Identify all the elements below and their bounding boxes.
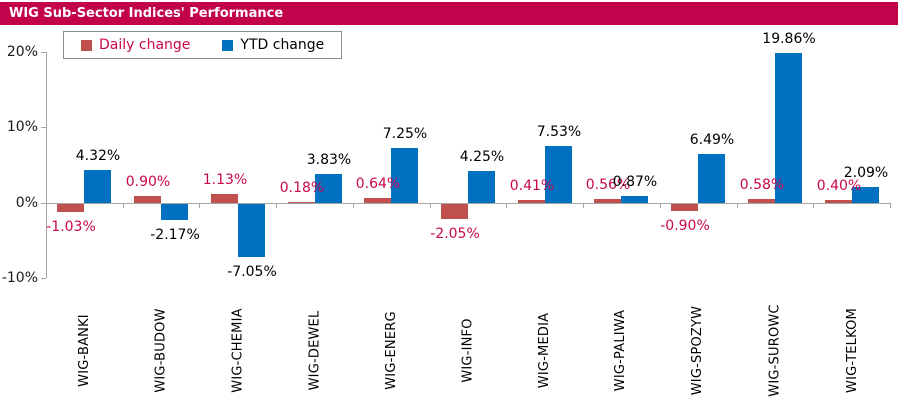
y-axis-tick-label: 10% — [6, 119, 38, 135]
ytd-bar-value-label: 7.53% — [536, 124, 582, 140]
daily-bar — [288, 202, 315, 203]
chart-title: WIG Sub-Sector Indices' Performance — [9, 6, 284, 21]
y-axis-tick — [41, 52, 46, 53]
daily-bar-value-label: 0.40% — [816, 178, 862, 194]
legend-item-daily: Daily change — [81, 37, 190, 53]
ytd-bar — [698, 154, 725, 203]
y-axis-line — [46, 52, 47, 278]
daily-bar-value-label: 0.90% — [125, 174, 171, 190]
daily-bar — [211, 194, 238, 203]
chart-title-bar: WIG Sub-Sector Indices' Performance — [0, 2, 898, 25]
x-axis-category-label: WIG-TELKOM — [844, 307, 860, 393]
ytd-bar-value-label: -7.05% — [227, 264, 277, 280]
ytd-bar-value-label: 2.09% — [843, 165, 889, 181]
ytd-bar — [621, 196, 648, 203]
legend-item-ytd: YTD change — [222, 37, 324, 53]
daily-bar-value-label: -0.90% — [660, 218, 710, 234]
ytd-bar — [775, 53, 802, 203]
daily-bar-value-label: 0.64% — [355, 176, 401, 192]
daily-bar-value-label: 0.56% — [585, 177, 631, 193]
ytd-change-swatch-icon — [222, 39, 234, 51]
ytd-bar-value-label: 7.25% — [382, 126, 428, 142]
daily-bar — [594, 199, 621, 203]
x-axis-tick — [737, 203, 738, 208]
daily-bar — [441, 204, 468, 219]
daily-bar — [134, 196, 161, 203]
x-axis-tick — [46, 203, 47, 208]
ytd-bar — [391, 148, 418, 203]
ytd-bar — [315, 174, 342, 203]
daily-bar — [825, 200, 852, 203]
x-axis-tick — [199, 203, 200, 208]
y-axis-tick — [41, 278, 46, 279]
y-axis-tick-label: -10% — [1, 270, 38, 286]
y-axis-tick — [41, 127, 46, 128]
x-axis-tick — [506, 203, 507, 208]
ytd-bar-value-label: 4.32% — [75, 148, 121, 164]
legend-label-ytd: YTD change — [240, 37, 325, 53]
x-axis-tick — [813, 203, 814, 208]
daily-bar-value-label: -1.03% — [46, 219, 96, 235]
ytd-bar-value-label: 6.49% — [689, 132, 735, 148]
y-axis-tick — [41, 203, 46, 204]
ytd-bar-value-label: 3.83% — [306, 152, 352, 168]
daily-bar — [748, 199, 775, 203]
x-axis-tick — [430, 203, 431, 208]
daily-bar-value-label: 1.13% — [202, 172, 248, 188]
y-axis-tick-label: 0% — [15, 195, 38, 211]
ytd-bar — [84, 170, 111, 203]
x-axis-line — [46, 203, 890, 204]
legend: Daily change YTD change — [63, 31, 343, 59]
ytd-bar-value-label: 4.25% — [459, 149, 505, 165]
daily-change-swatch-icon — [81, 39, 92, 51]
ytd-bar — [545, 146, 572, 203]
daily-bar — [671, 204, 698, 211]
x-axis-tick — [353, 203, 354, 208]
legend-label-daily: Daily change — [99, 37, 191, 53]
x-axis-tick — [276, 203, 277, 208]
daily-bar — [364, 198, 391, 203]
daily-bar — [518, 200, 545, 203]
x-axis-tick — [660, 203, 661, 208]
ytd-bar — [161, 204, 188, 220]
ytd-bar-value-label: 0.87% — [612, 174, 658, 190]
daily-bar-value-label: 0.41% — [509, 178, 555, 194]
x-axis-tick — [123, 203, 124, 208]
ytd-bar-value-label: -2.17% — [150, 227, 200, 243]
ytd-bar — [238, 204, 265, 257]
ytd-bar-value-label: 19.86% — [762, 31, 816, 47]
daily-bar-value-label: -2.05% — [430, 226, 480, 242]
y-axis-tick-label: 20% — [6, 44, 38, 60]
x-axis-tick — [583, 203, 584, 208]
x-axis-tick — [890, 203, 891, 208]
daily-bar-value-label: 0.18% — [279, 180, 325, 196]
ytd-bar — [468, 171, 495, 203]
daily-bar-value-label: 0.58% — [739, 177, 785, 193]
ytd-bar — [852, 187, 879, 203]
daily-bar — [57, 204, 84, 212]
